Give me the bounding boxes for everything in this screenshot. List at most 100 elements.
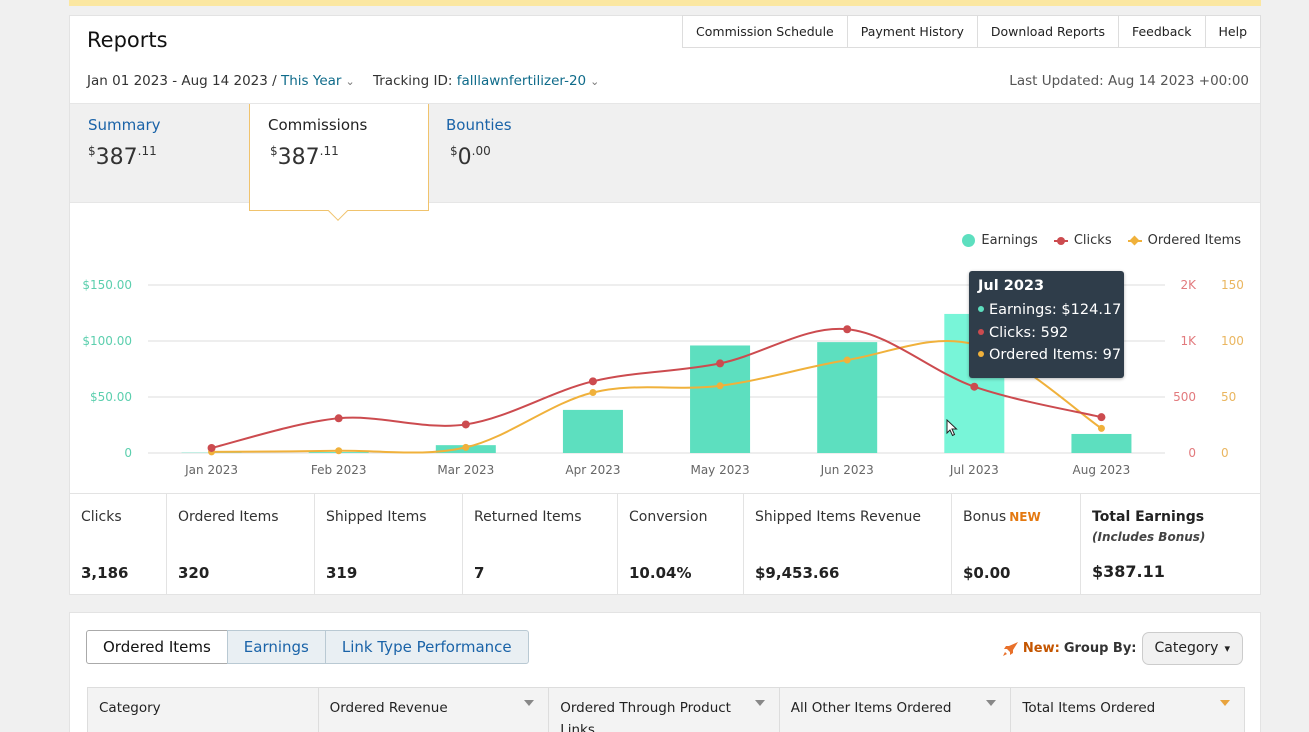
point-clicks	[461, 420, 470, 429]
tab-link-type-performance[interactable]: Link Type Performance	[324, 630, 529, 664]
mouse-cursor-icon	[946, 419, 958, 437]
stat-ordered-items: Ordered Items 320	[167, 494, 315, 594]
tab-label: Bounties	[446, 116, 512, 134]
chart-legend: Earnings Clicks Ordered Items	[962, 233, 1241, 248]
stat-total-earnings: Total Earnings (Includes Bonus) $387.11	[1092, 509, 1206, 581]
point-clicks	[843, 325, 852, 334]
stat-shipped-revenue: Shipped Items Revenue $9,453.66	[744, 494, 952, 594]
column-category[interactable]: Category	[88, 688, 319, 732]
legend-ordered-items[interactable]: Ordered Items	[1127, 233, 1241, 248]
tab-bounties[interactable]: Bounties $0.00	[446, 104, 596, 204]
chart-svg: 0 0 0 $50.00 500 50 $100.00 1K 100 $150.00 2K 150 Ja…	[82, 278, 1244, 477]
sort-icon	[754, 700, 765, 706]
point-ordered-items	[1097, 424, 1105, 432]
new-label: New:	[1022, 641, 1060, 656]
legend-clicks[interactable]: Clicks	[1053, 233, 1112, 248]
help-link[interactable]: Help	[1204, 15, 1261, 48]
column-product-links[interactable]: Ordered Through Product Links	[549, 688, 780, 732]
line-ordered-items	[211, 340, 1102, 454]
chevron-down-icon: ▾	[1224, 642, 1230, 655]
commission-schedule-link[interactable]: Commission Schedule	[682, 15, 848, 48]
stat-clicks: Clicks 3,186	[70, 494, 167, 594]
period-dropdown[interactable]: This Year	[281, 73, 342, 89]
point-clicks	[1097, 413, 1106, 422]
tooltip-row: Ordered Items: 97	[978, 344, 1121, 367]
report-tabs: Ordered Items Earnings Link Type Perform…	[86, 630, 529, 664]
y-right-clicks-tick-label: 0	[1188, 446, 1196, 460]
column-total-items[interactable]: Total Items Ordered	[1011, 688, 1244, 732]
y-right-clicks-tick-label: 500	[1173, 390, 1196, 404]
sort-icon	[524, 700, 535, 706]
filter-row: Jan 01 2023 - Aug 14 2023 / This Year ⌄ T…	[87, 73, 613, 89]
y-left-tick-label: $100.00	[82, 334, 132, 348]
point-clicks	[334, 414, 343, 423]
stats-row: Clicks 3,186 Ordered Items 320 Shipped Ite…	[70, 493, 1260, 594]
tooltip-title: Jul 2023	[978, 278, 1045, 294]
point-clicks	[207, 443, 216, 452]
payment-history-link[interactable]: Payment History	[846, 15, 978, 48]
stat-bonus: Bonus NEW $0.00	[952, 494, 1081, 594]
table-header: Category Ordered Revenue Ordered Through…	[87, 687, 1245, 732]
x-tick-label: Aug 2023	[1073, 463, 1131, 477]
notice-banner	[69, 0, 1261, 6]
y-right-items-tick-label: 100	[1221, 334, 1244, 348]
x-tick-label: Jul 2023	[949, 463, 999, 477]
chart-tooltip: Jul 2023 Earnings: $124.17 Clicks: 592 O…	[969, 271, 1124, 378]
tab-amount: $387.11	[270, 144, 339, 170]
tracking-id-dropdown[interactable]: falllawnfertilizer-20	[456, 73, 587, 89]
tab-ordered-items[interactable]: Ordered Items	[86, 630, 228, 664]
chevron-down-icon[interactable]: ⌄	[590, 75, 600, 88]
chevron-down-icon[interactable]: ⌄	[345, 75, 355, 88]
group-by-label: Group By:	[1063, 641, 1137, 656]
tooltip-row: Earnings: $124.17	[978, 299, 1121, 322]
page-title: Reports	[87, 28, 168, 52]
stat-returned-items: Returned Items 7	[463, 494, 618, 594]
sort-icon	[1219, 700, 1230, 706]
point-ordered-items	[843, 356, 851, 364]
rocket-icon	[1002, 641, 1018, 656]
y-left-tick-label: 0	[124, 446, 132, 460]
feedback-link[interactable]: Feedback	[1117, 15, 1206, 48]
point-clicks	[970, 382, 979, 391]
column-ordered-revenue[interactable]: Ordered Revenue	[319, 688, 550, 732]
last-updated: Last Updated: Aug 14 2023 +00:00	[1009, 73, 1249, 89]
point-clicks	[716, 359, 725, 368]
download-reports-link[interactable]: Download Reports	[976, 15, 1119, 48]
point-ordered-items	[462, 443, 470, 451]
x-tick-label: Jan 2023	[184, 463, 238, 477]
y-right-items-tick-label: 0	[1221, 446, 1229, 460]
group-by-select[interactable]: Category ▾	[1141, 632, 1243, 665]
point-ordered-items	[716, 382, 724, 390]
y-right-clicks-tick-label: 1K	[1180, 334, 1197, 348]
y-left-tick-label: $150.00	[82, 278, 132, 292]
tab-amount: $387.11	[88, 144, 157, 170]
point-ordered-items	[335, 447, 343, 455]
tab-commissions[interactable]: Commissions $387.11	[249, 104, 429, 221]
summary-tab-band: Summary $387.11 Commissions $387.11 Boun…	[70, 103, 1260, 221]
reports-card: Reports Commission Schedule Payment Hist…	[69, 15, 1261, 595]
stat-shipped-items: Shipped Items 319	[315, 494, 463, 594]
point-clicks	[588, 377, 597, 386]
sort-icon	[986, 700, 997, 706]
stat-conversion: Conversion 10.04%	[618, 494, 744, 594]
details-card: Ordered Items Earnings Link Type Perform…	[69, 612, 1261, 732]
tab-earnings[interactable]: Earnings	[226, 630, 326, 664]
y-right-items-tick-label: 50	[1221, 390, 1236, 404]
legend-earnings[interactable]: Earnings	[962, 233, 1038, 248]
tab-summary[interactable]: Summary $387.11	[88, 104, 238, 204]
x-tick-label: May 2023	[690, 463, 749, 477]
group-by-control: New: Group By: Category ▾	[1002, 632, 1243, 665]
point-ordered-items	[589, 389, 597, 397]
date-range: Jan 01 2023 - Aug 14 2023 /	[87, 73, 277, 89]
x-tick-label: Apr 2023	[565, 463, 620, 477]
tab-amount: $0.00	[450, 144, 491, 170]
line-clicks	[211, 327, 1102, 449]
bar-earnings	[1071, 433, 1132, 453]
earnings-chart: Earnings Clicks Ordered Items 0 0 0 $50.00 5…	[70, 204, 1260, 494]
y-left-tick-label: $50.00	[90, 390, 132, 404]
tab-label: Commissions	[268, 116, 368, 134]
new-badge: NEW	[1009, 510, 1041, 524]
bar-earnings	[562, 409, 623, 453]
top-nav: Commission Schedule Payment History Down…	[682, 15, 1261, 48]
column-other-items[interactable]: All Other Items Ordered	[780, 688, 1012, 732]
